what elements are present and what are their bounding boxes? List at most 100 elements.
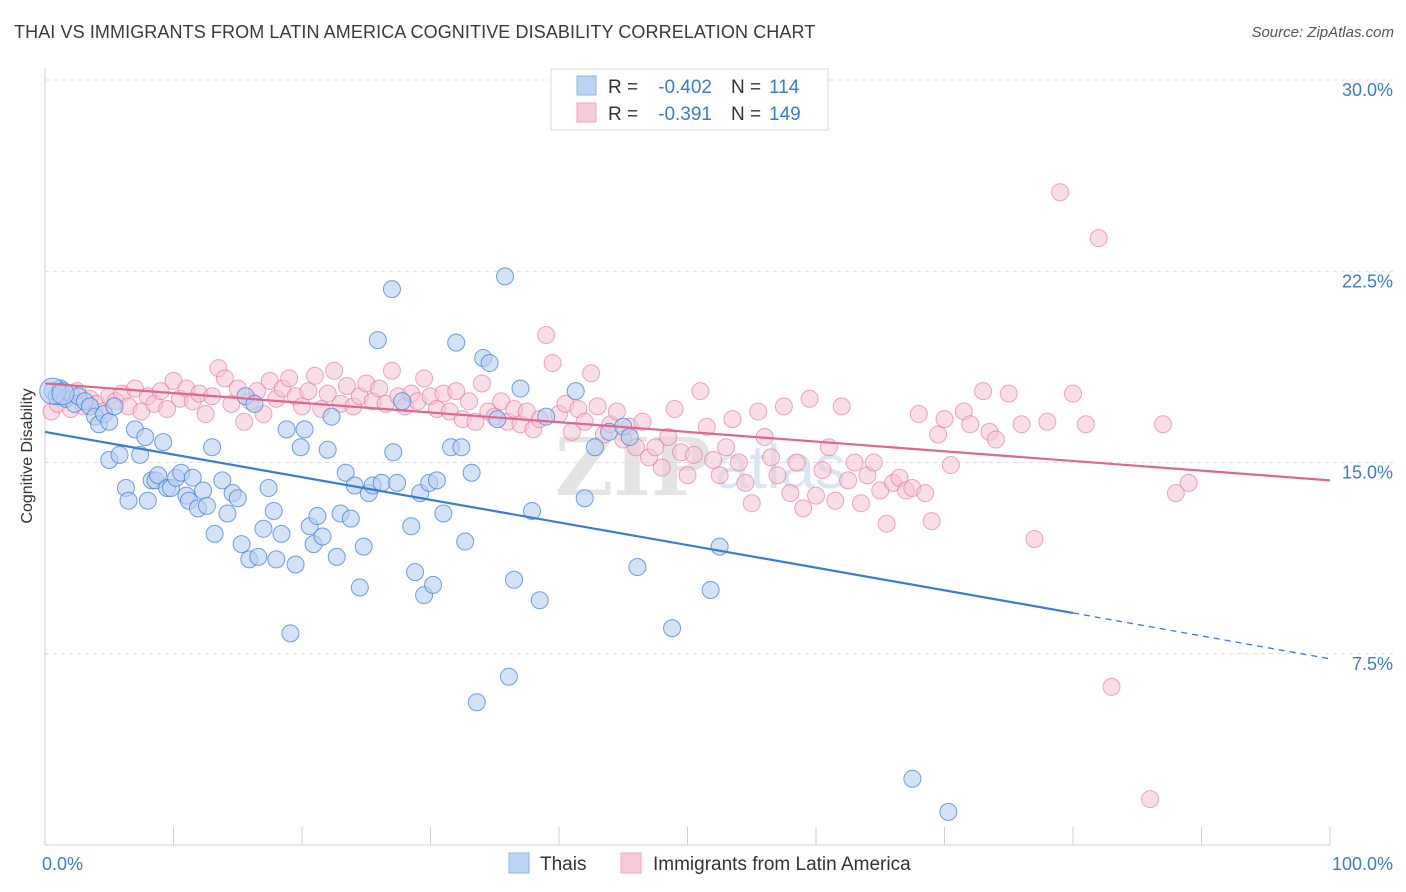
latin-point: [742, 494, 761, 513]
latin-point: [723, 410, 742, 429]
latin-point: [1166, 484, 1185, 503]
latin-point: [652, 458, 671, 477]
latin-point: [370, 379, 389, 398]
thai-point: [119, 491, 138, 510]
thai-point: [149, 466, 168, 485]
thai-point: [131, 445, 150, 464]
latin-point: [787, 453, 806, 472]
thai-point: [575, 489, 594, 508]
latin-point: [839, 471, 858, 490]
latin-point: [1012, 415, 1031, 434]
latin-point: [415, 369, 434, 388]
latin-point: [1141, 790, 1160, 809]
thai-trend-line: [44, 430, 1074, 615]
thai-point: [427, 471, 446, 490]
latin-point: [826, 491, 845, 510]
latin-point: [633, 412, 652, 431]
thai-point: [388, 473, 407, 492]
thai-point: [372, 473, 391, 492]
y-tick-label: 30.0%: [1342, 80, 1393, 100]
latin-point: [222, 394, 241, 413]
thai-point: [281, 624, 300, 643]
thai-point: [511, 379, 530, 398]
latin-point: [1153, 415, 1172, 434]
bottom-legend-label-latin: Immigrants from Latin America: [653, 854, 911, 875]
thai-point: [110, 445, 129, 464]
thai-point: [701, 581, 720, 599]
thai-point: [488, 410, 507, 429]
latin-point: [1179, 473, 1198, 492]
legend-box: R = -0.402 N = 114 R = -0.391 N = 149: [550, 68, 829, 131]
latin-point: [1051, 183, 1070, 202]
latin-point: [916, 484, 935, 503]
legend-r-label: R =: [608, 104, 638, 125]
legend-n-value: 149: [769, 104, 801, 125]
thai-point: [368, 331, 387, 350]
latin-point: [922, 512, 941, 531]
latin-point: [447, 382, 466, 401]
latin-point: [1102, 677, 1121, 696]
thai-point: [277, 420, 296, 439]
latin-point: [935, 410, 954, 429]
latin-point: [1064, 384, 1082, 403]
thai-point: [232, 535, 251, 554]
thai-point: [480, 354, 499, 373]
latin-point: [999, 384, 1018, 403]
legend-swatch: [576, 102, 597, 123]
thai-point: [183, 468, 202, 487]
thai-point: [505, 570, 524, 589]
thai-point: [402, 517, 421, 536]
thai-point: [354, 537, 373, 556]
latin-point: [1076, 415, 1095, 434]
thai-trend-extension: [1072, 612, 1331, 660]
thai-point-large: [51, 382, 75, 406]
latin-point: [909, 405, 928, 424]
thai-point: [313, 527, 332, 546]
thai-point: [197, 496, 216, 515]
thai-point: [318, 440, 337, 459]
latin-point: [318, 384, 337, 403]
legend-swatch: [576, 75, 597, 96]
thai-point: [447, 333, 466, 352]
axes: [44, 68, 1331, 846]
latin-trend-line: [44, 382, 1331, 482]
thai-points: [39, 267, 958, 821]
thai-point: [194, 481, 213, 500]
thai-point: [336, 463, 355, 482]
thai-point: [295, 420, 314, 439]
thai-point: [530, 591, 549, 610]
thai-point: [393, 392, 412, 411]
thai-point: [452, 438, 471, 457]
latin-point: [691, 382, 710, 401]
latin-point: [851, 494, 870, 513]
latin-point: [678, 466, 697, 485]
legend-r-value: -0.391: [658, 104, 712, 125]
bottom-legend-label-thais: Thais: [540, 854, 586, 875]
latin-point: [1089, 229, 1108, 248]
latin-point: [382, 361, 401, 380]
thai-point: [456, 532, 475, 551]
latin-point: [235, 412, 254, 431]
thai-point: [322, 407, 341, 426]
thai-point: [267, 550, 286, 569]
thai-point: [499, 667, 518, 686]
bottom-legend: Thais Immigrants from Latin America: [508, 852, 911, 875]
latin-point: [961, 415, 980, 434]
x-tick-label-max: 100.0%: [1332, 854, 1393, 874]
legend-box-frame: [550, 68, 829, 131]
latin-point: [774, 397, 793, 416]
legend-n-label: N =: [731, 77, 761, 98]
latin-point: [646, 438, 665, 457]
thai-point: [138, 491, 157, 510]
thai-point: [264, 501, 283, 520]
latin-point: [588, 397, 607, 416]
thai-point: [424, 575, 443, 594]
trend-lines: [44, 382, 1331, 660]
latin-point: [845, 453, 864, 472]
thai-point: [382, 280, 401, 299]
latin-point: [781, 484, 800, 503]
latin-point: [158, 399, 177, 418]
thai-point: [523, 501, 542, 520]
thai-point: [286, 555, 305, 574]
